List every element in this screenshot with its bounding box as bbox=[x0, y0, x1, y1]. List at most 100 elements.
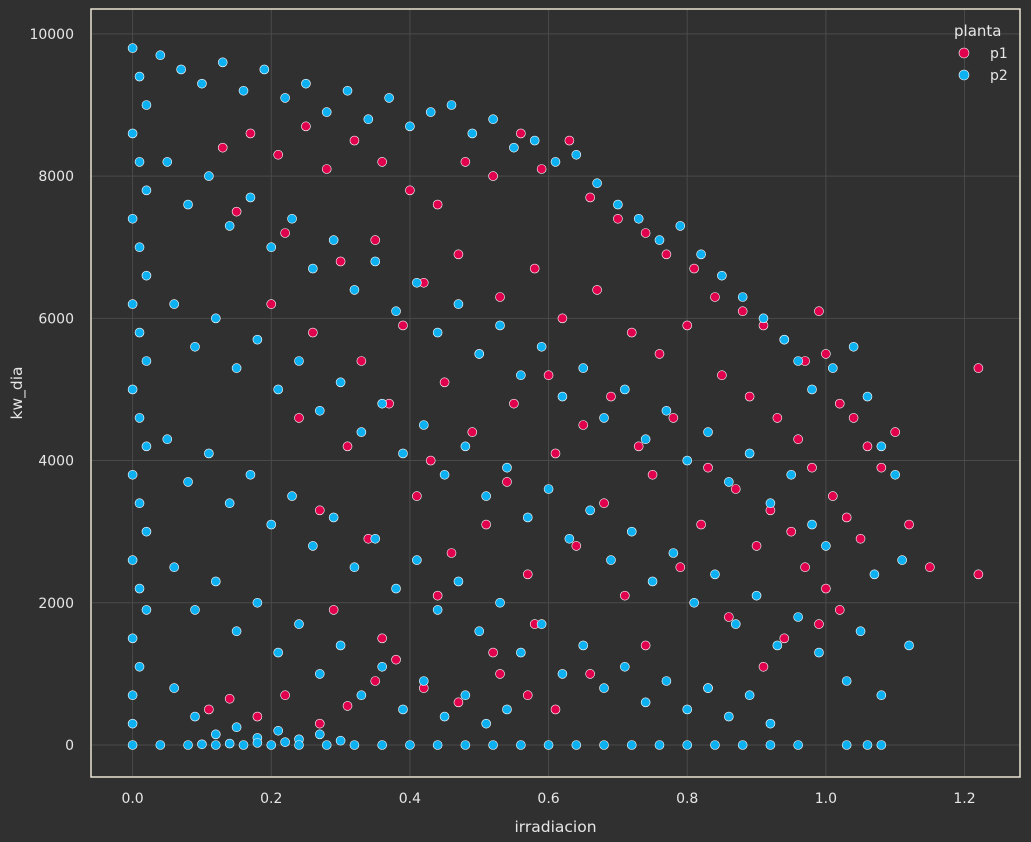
data-point-p1 bbox=[758, 661, 769, 672]
data-point-p2 bbox=[710, 569, 720, 580]
data-point-p2 bbox=[412, 277, 422, 288]
data-point-p2 bbox=[127, 690, 138, 701]
data-point-p2 bbox=[841, 676, 852, 686]
data-point-p2 bbox=[453, 576, 464, 587]
data-point-p2 bbox=[204, 171, 214, 181]
data-point-p1 bbox=[502, 477, 512, 487]
data-point-p1 bbox=[814, 306, 824, 317]
data-point-p2 bbox=[744, 448, 755, 459]
data-point-p2 bbox=[134, 413, 145, 423]
data-point-p2 bbox=[134, 583, 145, 594]
x-tick-label: 0.4 bbox=[399, 791, 421, 807]
data-point-p1 bbox=[453, 249, 464, 260]
data-point-p2 bbox=[280, 93, 290, 103]
data-point-p2 bbox=[314, 729, 325, 740]
data-point-p2 bbox=[418, 676, 429, 686]
data-point-p2 bbox=[183, 740, 193, 750]
data-point-p2 bbox=[356, 427, 367, 437]
data-point-p2 bbox=[536, 341, 547, 352]
data-point-p2 bbox=[557, 669, 568, 679]
data-point-p2 bbox=[696, 249, 706, 260]
data-point-p2 bbox=[786, 469, 797, 480]
data-point-p2 bbox=[814, 647, 824, 658]
data-point-p1 bbox=[834, 398, 845, 409]
y-tick-label: 10000 bbox=[29, 27, 74, 43]
data-point-p1 bbox=[342, 441, 353, 452]
data-point-p2 bbox=[765, 740, 776, 750]
data-point-p2 bbox=[405, 740, 415, 750]
data-point-p2 bbox=[418, 420, 429, 430]
series-p1-points bbox=[204, 121, 984, 729]
data-point-p1 bbox=[620, 590, 630, 601]
data-point-p1 bbox=[821, 349, 831, 359]
data-point-p2 bbox=[190, 711, 200, 722]
legend-label-p1: p1 bbox=[990, 46, 1008, 62]
data-point-p2 bbox=[266, 740, 277, 750]
data-point-p2 bbox=[308, 541, 318, 551]
legend-marker-p1 bbox=[958, 47, 970, 59]
data-point-p2 bbox=[474, 349, 485, 359]
data-point-p2 bbox=[231, 363, 242, 373]
data-point-p2 bbox=[460, 740, 471, 750]
data-point-p1 bbox=[522, 690, 533, 701]
data-point-p2 bbox=[495, 320, 505, 331]
data-point-p2 bbox=[377, 398, 387, 409]
data-point-p1 bbox=[245, 128, 256, 139]
data-point-p1 bbox=[377, 157, 387, 167]
data-point-p2 bbox=[793, 740, 803, 750]
data-point-p1 bbox=[689, 263, 699, 274]
data-point-p2 bbox=[197, 739, 207, 750]
data-point-p2 bbox=[127, 469, 138, 480]
data-point-p1 bbox=[592, 285, 602, 295]
data-point-p1 bbox=[488, 171, 498, 181]
data-point-p2 bbox=[793, 356, 803, 366]
data-point-p2 bbox=[703, 683, 713, 693]
data-point-p2 bbox=[127, 555, 138, 565]
data-point-p1 bbox=[328, 605, 339, 615]
data-point-p2 bbox=[370, 533, 381, 544]
x-tick-label: 1.0 bbox=[815, 791, 837, 807]
data-point-p2 bbox=[405, 121, 415, 132]
data-point-p1 bbox=[585, 669, 595, 679]
data-point-p2 bbox=[703, 427, 713, 437]
data-point-p1 bbox=[529, 263, 540, 274]
data-point-p1 bbox=[495, 292, 505, 302]
data-point-p2 bbox=[675, 221, 686, 231]
data-point-p2 bbox=[841, 740, 852, 750]
data-point-p1 bbox=[647, 469, 658, 480]
data-point-p2 bbox=[821, 541, 831, 551]
data-point-p2 bbox=[751, 590, 762, 601]
data-point-p1 bbox=[460, 157, 471, 167]
data-point-p2 bbox=[848, 341, 859, 352]
data-point-p2 bbox=[855, 626, 866, 637]
data-point-p2 bbox=[217, 57, 228, 68]
data-point-p2 bbox=[141, 270, 152, 281]
data-point-p2 bbox=[391, 306, 401, 317]
data-point-p2 bbox=[620, 384, 630, 395]
data-point-p1 bbox=[737, 306, 748, 317]
data-point-p2 bbox=[134, 242, 145, 253]
data-point-p2 bbox=[169, 562, 179, 573]
data-point-p2 bbox=[127, 384, 138, 395]
data-point-p2 bbox=[245, 469, 256, 480]
data-point-p2 bbox=[342, 85, 353, 96]
data-point-p2 bbox=[620, 661, 630, 672]
data-point-p1 bbox=[744, 391, 755, 402]
data-point-p2 bbox=[682, 704, 693, 715]
data-point-p1 bbox=[321, 164, 332, 174]
data-point-p2 bbox=[294, 740, 304, 750]
data-point-p2 bbox=[127, 633, 138, 644]
data-point-p2 bbox=[141, 441, 152, 452]
data-point-p2 bbox=[564, 533, 575, 544]
data-point-p1 bbox=[446, 548, 457, 558]
x-axis-label: irradiacion bbox=[514, 818, 596, 836]
data-point-p2 bbox=[439, 469, 450, 480]
data-point-p2 bbox=[717, 270, 727, 281]
data-point-p2 bbox=[744, 690, 755, 701]
data-point-p2 bbox=[474, 626, 485, 637]
data-point-p2 bbox=[585, 505, 595, 516]
data-point-p2 bbox=[668, 548, 679, 558]
data-point-p1 bbox=[834, 605, 845, 615]
data-point-p1 bbox=[217, 142, 228, 153]
data-point-p2 bbox=[308, 263, 318, 274]
